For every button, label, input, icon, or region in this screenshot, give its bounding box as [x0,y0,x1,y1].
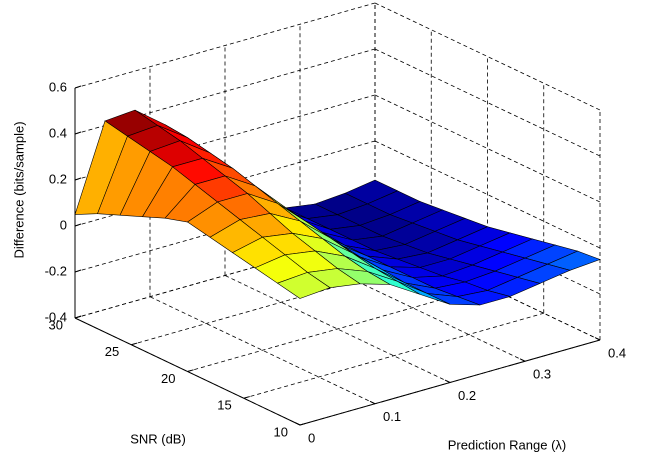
surface-patch [276,272,331,299]
y-tick-label: 15 [217,398,231,413]
z-tick-label: 0.4 [49,125,67,140]
tick-mark [243,396,250,399]
y-tick-label: 20 [161,371,175,386]
y-tick-label: 10 [274,424,288,439]
z-tick-label: -0.2 [45,263,67,278]
axes-layer: -0.4 -0.2 0 0.2 0.4 0.6 0 0.1 0.2 0.3 0.4 10 15 20 25 3… [45,79,626,445]
tick-mark [444,379,451,383]
grid-line [74,2,376,89]
tick-mark [131,342,138,346]
tick-mark [74,223,82,227]
tick-mark [369,400,376,405]
tick-mark [74,269,82,273]
grid-line [243,312,544,399]
z-tick-label: 0.2 [49,171,67,186]
z-axis-label: Difference (bits/sample) [11,121,26,258]
tick-mark [74,315,82,319]
x-axis-label: Prediction Range (λ) [448,437,567,452]
surface-layer [74,109,601,306]
z-tick-label: 0 [60,217,67,232]
x-tick-label: 0.3 [533,367,551,382]
z-tick-label: 0.6 [49,79,67,94]
tick-mark [299,422,307,426]
tick-mark [74,177,82,181]
x-tick-label: 0 [308,430,315,445]
grid-line [187,286,488,372]
x-tick-label: 0.1 [383,409,401,424]
tick-mark [74,85,82,89]
y-tick-label: 25 [105,344,119,359]
tick-mark [519,358,526,362]
tick-mark [594,337,601,341]
y-axis-label: SNR (dB) [130,431,186,446]
tick-mark [294,422,301,426]
x-tick-label: 0.2 [458,388,476,403]
tick-mark [187,369,194,372]
x-tick-label: 0.4 [608,345,626,360]
z-tick-label: -0.4 [45,309,67,324]
y-tick-label: 30 [49,317,63,332]
tick-mark [74,131,82,135]
